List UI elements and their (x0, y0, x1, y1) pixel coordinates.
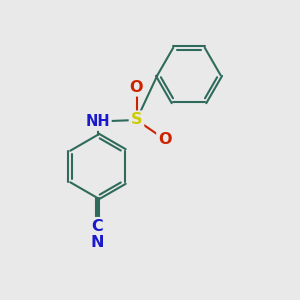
Text: O: O (158, 132, 172, 147)
Text: NH: NH (85, 114, 110, 129)
Text: N: N (91, 235, 104, 250)
Text: O: O (130, 80, 143, 94)
Text: S: S (131, 112, 142, 128)
Text: C: C (92, 219, 104, 234)
